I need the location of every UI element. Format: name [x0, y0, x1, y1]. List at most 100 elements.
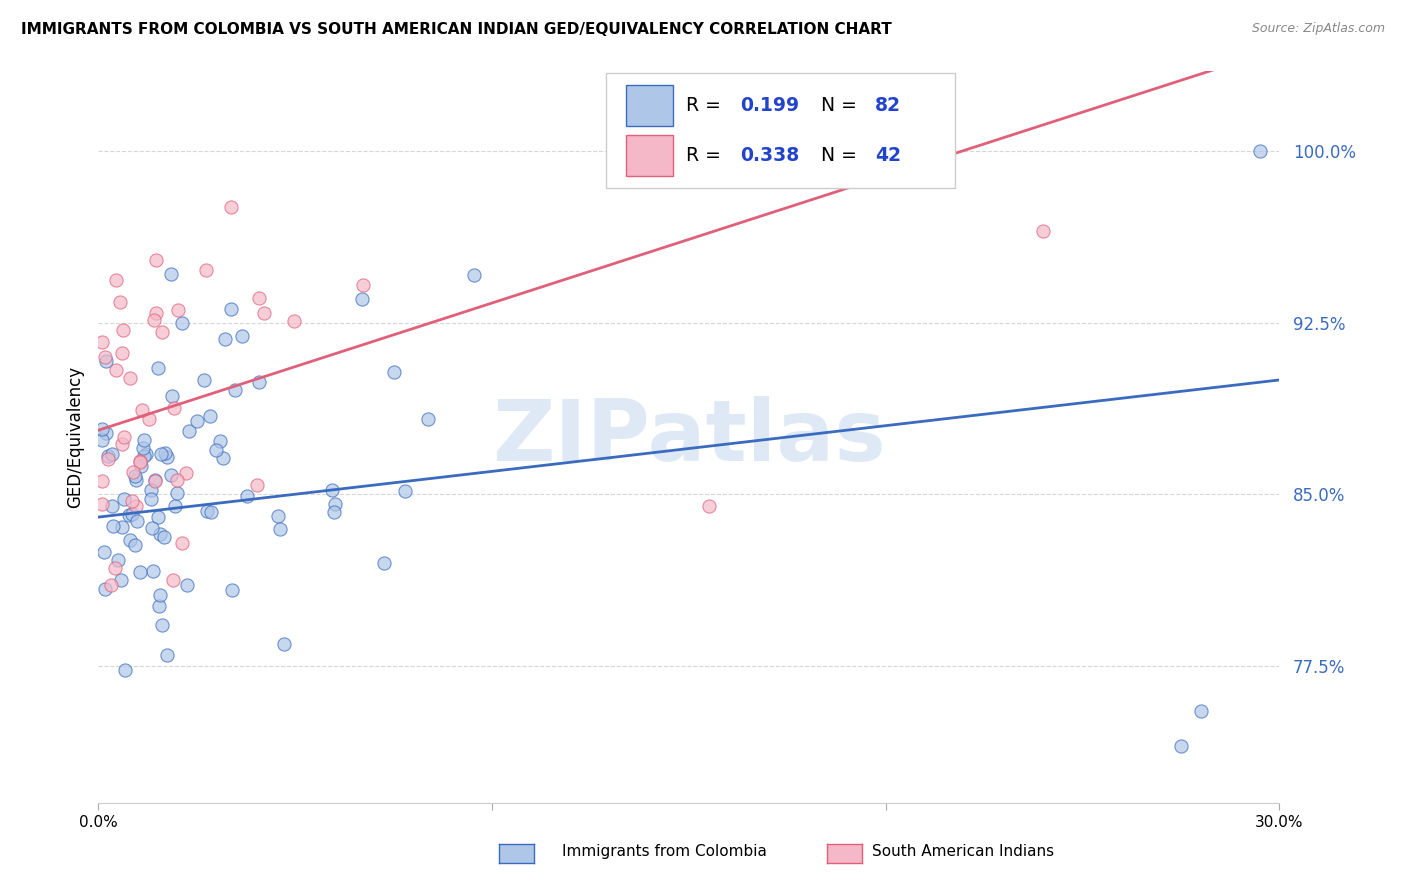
Point [246, 478, 269, 492]
Point [166, 474, 188, 488]
Point [153, 446, 176, 460]
Point [91, 422, 114, 436]
Point [1249, 145, 1271, 159]
Point [163, 499, 186, 513]
Point [321, 483, 343, 497]
Point [100, 577, 122, 591]
Point [128, 455, 150, 469]
Point [1032, 224, 1054, 238]
Text: N =: N = [821, 146, 863, 165]
Point [111, 519, 134, 533]
Text: Immigrants from Colombia: Immigrants from Colombia [562, 845, 768, 859]
Point [94, 425, 117, 440]
Point [204, 442, 226, 457]
Point [172, 316, 194, 330]
Point [224, 384, 246, 398]
Point [418, 412, 440, 426]
Bar [626, 85, 672, 127]
Point [167, 303, 190, 318]
Text: Source: ZipAtlas.com: Source: ZipAtlas.com [1251, 22, 1385, 36]
Point [212, 450, 235, 465]
Point [124, 538, 146, 552]
Point [323, 498, 346, 512]
Point [94, 582, 117, 596]
Point [107, 553, 129, 567]
Point [231, 329, 253, 343]
Point [273, 637, 295, 651]
Point [91, 474, 114, 488]
Point [143, 474, 166, 488]
Point [193, 373, 215, 387]
Point [247, 291, 270, 305]
Text: 82: 82 [875, 96, 901, 115]
Text: N =: N = [821, 96, 863, 115]
Point [269, 522, 291, 536]
Point [219, 200, 242, 214]
Point [128, 454, 150, 468]
FancyBboxPatch shape [606, 73, 955, 188]
Point [122, 465, 145, 479]
Point [121, 508, 143, 522]
Point [91, 497, 114, 511]
Point [373, 556, 395, 570]
Point [124, 474, 146, 488]
Point [110, 437, 132, 451]
Point [91, 433, 114, 447]
Point [91, 334, 114, 349]
Point [146, 510, 169, 524]
Text: 0.338: 0.338 [740, 146, 800, 165]
Point [1189, 704, 1212, 718]
Point [160, 467, 183, 482]
Point [382, 365, 405, 379]
Point [112, 430, 135, 444]
Point [101, 519, 124, 533]
Point [143, 313, 166, 327]
Point [145, 306, 167, 320]
Point [145, 252, 167, 267]
Point [129, 458, 152, 473]
Point [134, 450, 156, 464]
Point [124, 468, 146, 483]
Point [132, 433, 155, 447]
Point [174, 466, 197, 480]
Point [200, 409, 222, 424]
Y-axis label: GED/Equivalency: GED/Equivalency [66, 366, 84, 508]
Point [176, 577, 198, 591]
Point [352, 277, 374, 292]
Point [93, 544, 115, 558]
Point [162, 573, 184, 587]
Point [323, 505, 346, 519]
Point [97, 449, 120, 463]
Point [252, 306, 274, 320]
Point [149, 526, 172, 541]
Point [283, 314, 305, 328]
Point [111, 323, 134, 337]
Point [148, 599, 170, 613]
Point [146, 361, 169, 376]
Point [160, 389, 183, 403]
Point [160, 267, 183, 281]
Point [128, 565, 150, 579]
Text: ZIPatlas: ZIPatlas [492, 395, 886, 479]
Point [195, 504, 218, 518]
Point [111, 346, 134, 360]
Point [135, 447, 157, 461]
Point [114, 663, 136, 677]
Point [120, 533, 142, 547]
Point [125, 499, 148, 513]
Point [104, 561, 127, 575]
Point [101, 499, 124, 513]
Point [350, 292, 373, 306]
Point [139, 483, 162, 497]
Point [121, 493, 143, 508]
Point [177, 424, 200, 438]
Bar [626, 135, 672, 176]
Point [141, 521, 163, 535]
Point [156, 450, 179, 464]
Point [142, 564, 165, 578]
Point [200, 505, 222, 519]
Point [110, 573, 132, 587]
Point [138, 412, 160, 426]
Point [143, 474, 166, 488]
Point [186, 414, 208, 428]
